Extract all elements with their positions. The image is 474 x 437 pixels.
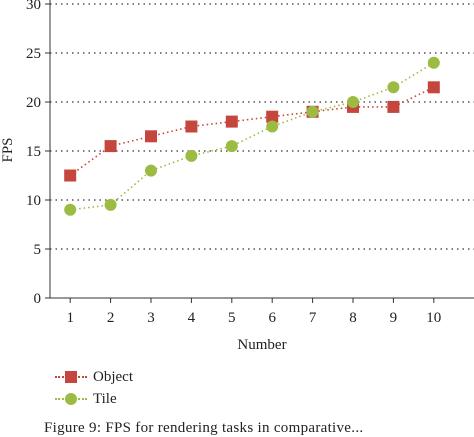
y-tick-label-10: 10	[26, 193, 41, 209]
object-point-10	[427, 81, 440, 94]
axes	[45, 0, 474, 303]
x-tick-label-4: 4	[188, 310, 196, 326]
y-tick-label-5: 5	[34, 242, 42, 258]
legend-item-tile: Tile	[55, 388, 133, 410]
series-line-tile	[70, 62, 435, 211]
tile-point-7	[306, 105, 319, 118]
fps-line-chart: 0 5 10 15 20 25 30 1 2 3 4 5 6 7 8 9 10 Number FPS	[0, 0, 474, 353]
x-tick-label-7: 7	[309, 310, 317, 326]
legend: Object Tile	[55, 366, 133, 410]
tile-point-1	[64, 203, 77, 216]
y-tick-label-15: 15	[26, 144, 41, 160]
x-tick-label-9: 9	[390, 310, 398, 326]
object-point-9	[387, 100, 400, 113]
x-tick-label-1: 1	[66, 310, 74, 326]
legend-label-tile: Tile	[93, 390, 117, 407]
x-axis-title: Number	[237, 337, 286, 353]
x-tick-label-6: 6	[268, 310, 276, 326]
object-point-1	[64, 169, 77, 182]
legend-item-object: Object	[55, 366, 133, 388]
y-tick-label-30: 30	[26, 0, 41, 13]
y-tick-label-0: 0	[34, 291, 42, 307]
tile-point-5	[225, 140, 238, 153]
object-point-6	[266, 110, 279, 123]
x-tick-label-2: 2	[107, 310, 115, 326]
series-tile	[64, 56, 440, 216]
legend-label-object: Object	[93, 368, 133, 385]
series-object	[64, 81, 440, 182]
tile-point-10	[427, 56, 440, 69]
x-tick-label-10: 10	[426, 310, 441, 326]
object-series-swatch	[55, 370, 87, 384]
data-series	[64, 56, 440, 216]
series-line-object	[69, 86, 435, 177]
x-tick-label-5: 5	[228, 310, 236, 326]
y-tick-label-25: 25	[26, 46, 41, 62]
object-point-4	[185, 120, 198, 133]
x-tick-label-3: 3	[147, 310, 155, 326]
object-point-5	[225, 115, 238, 128]
y-axis-title: FPS	[0, 137, 16, 162]
tile-point-8	[347, 96, 359, 108]
x-tick-label-8: 8	[349, 310, 357, 326]
figure-caption: Figure 9: FPS for rendering tasks in com…	[44, 420, 364, 436]
tile-point-3	[145, 164, 157, 177]
grid-lines	[50, 3, 474, 250]
tile-point-2	[104, 198, 117, 211]
y-tick-label-20: 20	[26, 95, 41, 111]
tile-point-6	[266, 120, 279, 133]
object-point-3	[145, 130, 157, 143]
tick-labels: 0 5 10 15 20 25 30 1 2 3 4 5 6 7 8 9 10	[26, 0, 441, 326]
tile-series-swatch	[55, 392, 87, 406]
tile-point-4	[185, 149, 198, 162]
tile-point-9	[387, 81, 400, 94]
object-point-2	[104, 140, 117, 153]
